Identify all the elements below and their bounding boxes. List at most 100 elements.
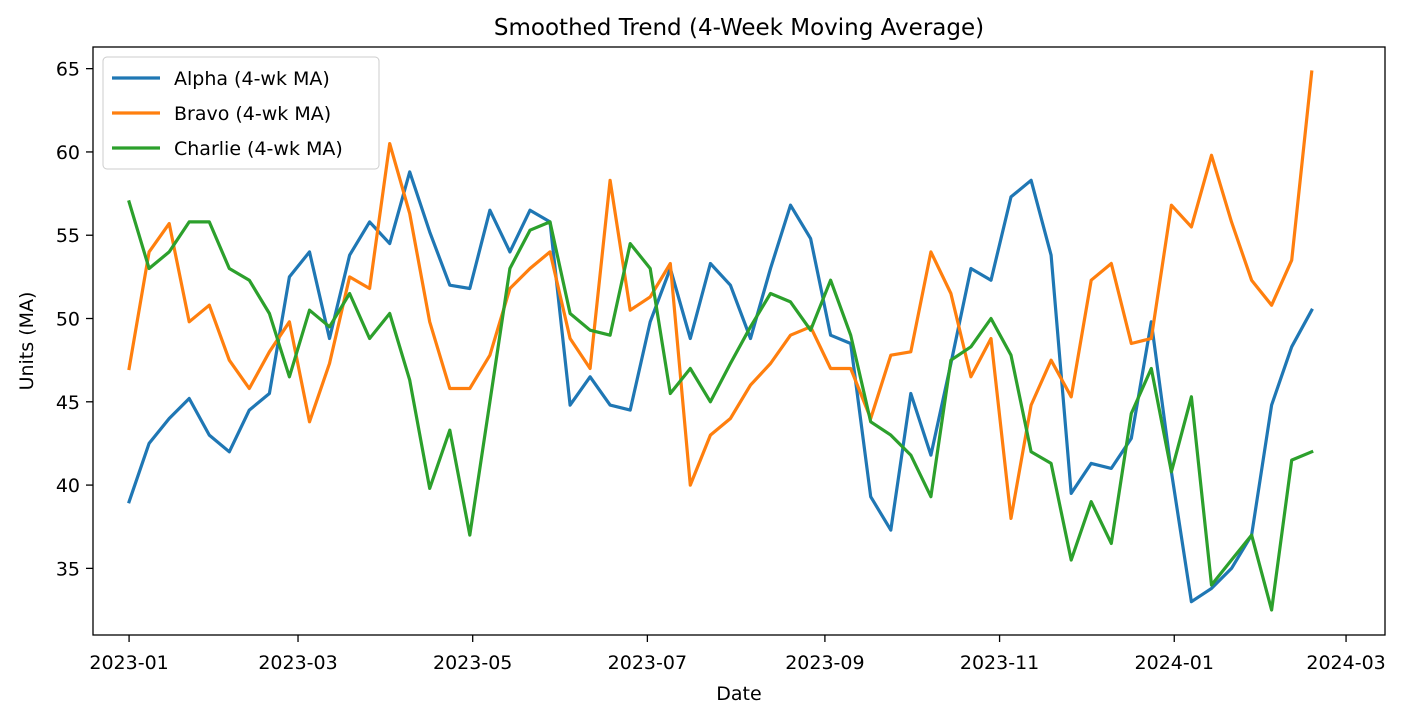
y-tick-label: 35: [56, 558, 80, 580]
x-tick-label: 2024-01: [1135, 652, 1214, 674]
x-axis-label: Date: [716, 683, 761, 705]
data-point: [328, 362, 331, 365]
data-point: [609, 404, 612, 407]
data-point: [1090, 462, 1093, 465]
data-point: [1290, 345, 1293, 348]
data-point: [228, 450, 231, 453]
data-point: [328, 337, 331, 340]
data-point: [829, 367, 832, 370]
series-line-alpha: [127, 170, 1314, 604]
data-point: [488, 209, 491, 212]
data-point: [368, 220, 371, 223]
data-point: [529, 229, 532, 232]
data-point: [468, 287, 471, 290]
data-point: [408, 379, 411, 382]
data-point: [709, 400, 712, 403]
y-tick-label: 45: [56, 392, 80, 414]
data-point: [709, 262, 712, 265]
data-point: [388, 242, 391, 245]
data-point: [1310, 450, 1313, 453]
data-point: [428, 230, 431, 233]
data-point: [849, 367, 852, 370]
data-point: [809, 329, 812, 332]
data-point: [448, 284, 451, 287]
data-point: [749, 325, 752, 328]
data-point: [388, 312, 391, 315]
data-point: [228, 359, 231, 362]
data-point: [1210, 154, 1213, 157]
data-point: [1290, 259, 1293, 262]
data-point: [1010, 195, 1013, 198]
data-point: [248, 387, 251, 390]
data-point: [1050, 359, 1053, 362]
data-point: [168, 417, 171, 420]
data-point: [508, 287, 511, 290]
data-point: [1090, 279, 1093, 282]
data-point: [889, 434, 892, 437]
data-point: [629, 409, 632, 412]
data-point: [929, 250, 932, 253]
data-point: [649, 267, 652, 270]
data-point: [148, 267, 151, 270]
data-point: [629, 242, 632, 245]
data-point: [1030, 179, 1033, 182]
data-point: [1290, 459, 1293, 462]
data-point: [308, 420, 311, 423]
data-point: [869, 495, 872, 498]
data-point: [1150, 367, 1153, 370]
data-point: [168, 222, 171, 225]
x-tick-label: 2023-07: [608, 652, 687, 674]
data-point: [649, 295, 652, 298]
data-point: [1110, 262, 1113, 265]
data-point: [889, 354, 892, 357]
series-points-alpha: [128, 170, 1314, 603]
data-point: [368, 337, 371, 340]
series-layer: [127, 70, 1314, 612]
data-point: [829, 334, 832, 337]
data-point: [248, 279, 251, 282]
chart-title: Smoothed Trend (4-Week Moving Average): [494, 15, 984, 41]
data-point: [148, 442, 151, 445]
data-point: [408, 170, 411, 173]
y-axis-label: Units (MA): [16, 292, 38, 391]
data-point: [549, 220, 552, 223]
data-point: [749, 337, 752, 340]
data-point: [729, 362, 732, 365]
data-point: [789, 334, 792, 337]
data-point: [1270, 304, 1273, 307]
data-point: [128, 367, 131, 370]
data-point: [769, 362, 772, 365]
data-point: [1130, 342, 1133, 345]
legend: Alpha (4-wk MA) Bravo (4-wk MA) Charlie (4…: [102, 56, 380, 170]
x-tick-label: 2023-01: [89, 652, 168, 674]
data-point: [208, 304, 211, 307]
data-point: [268, 392, 271, 395]
data-point: [869, 420, 872, 423]
x-tick-label: 2023-11: [960, 652, 1039, 674]
x-tick-label: 2023-05: [433, 652, 512, 674]
data-point: [569, 312, 572, 315]
data-point: [348, 292, 351, 295]
data-point: [128, 500, 131, 503]
legend-box: [102, 56, 380, 170]
data-point: [1210, 584, 1213, 587]
data-point: [1250, 279, 1253, 282]
data-point: [1130, 412, 1133, 415]
data-point: [809, 237, 812, 240]
data-point: [1130, 437, 1133, 440]
data-point: [1030, 450, 1033, 453]
data-point: [368, 287, 371, 290]
data-point: [1070, 559, 1073, 562]
data-point: [609, 179, 612, 182]
data-point: [1270, 404, 1273, 407]
data-point: [228, 267, 231, 270]
data-point: [288, 320, 291, 323]
x-tick-label: 2023-03: [258, 652, 337, 674]
data-point: [969, 345, 972, 348]
series-line-bravo: [127, 70, 1314, 520]
data-point: [929, 495, 932, 498]
data-point: [1090, 500, 1093, 503]
data-point: [248, 409, 251, 412]
data-point: [1190, 225, 1193, 228]
y-tick-label: 50: [56, 309, 80, 331]
